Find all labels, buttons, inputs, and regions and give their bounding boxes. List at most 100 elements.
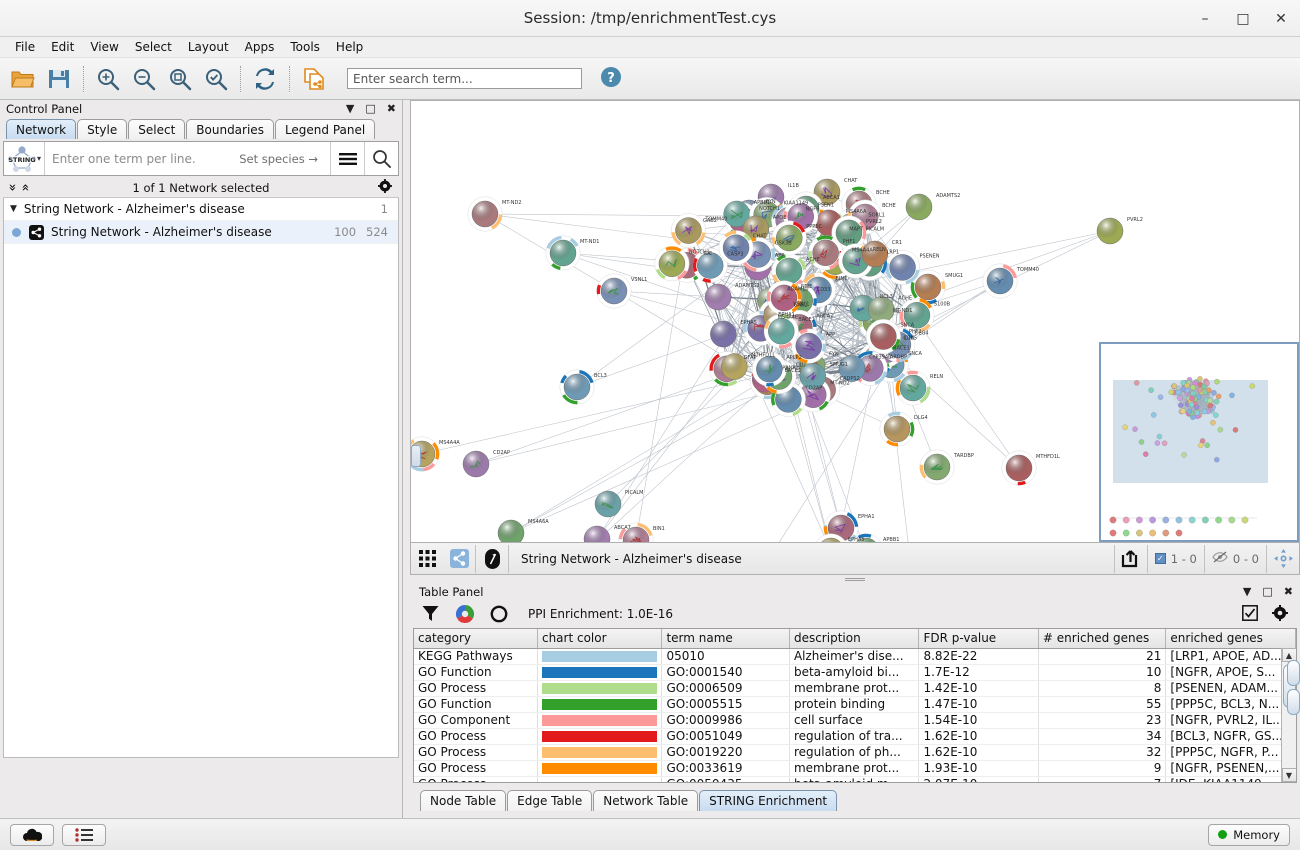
menu-apps[interactable]: Apps <box>244 40 275 54</box>
network-node[interactable] <box>497 519 525 542</box>
network-node[interactable] <box>885 249 920 285</box>
annotation-icon[interactable] <box>476 544 508 574</box>
control-panel-close-icon[interactable]: ✖ <box>386 102 396 115</box>
menu-tools[interactable]: Tools <box>290 40 320 54</box>
network-node[interactable] <box>654 246 690 282</box>
string-species-caret-icon[interactable]: ▾ <box>37 154 42 163</box>
tab-network-table[interactable]: Network Table <box>593 790 699 811</box>
open-folder-icon[interactable] <box>6 62 40 96</box>
column-header-enriched-genes[interactable]: enriched genes <box>1165 629 1296 649</box>
panel-splitter[interactable] <box>410 575 1300 583</box>
network-node[interactable] <box>808 235 844 271</box>
network-node[interactable] <box>462 450 490 478</box>
column-header-description[interactable]: description <box>789 629 920 649</box>
close-icon[interactable]: ✕ <box>1275 10 1287 27</box>
set-species-link[interactable]: Set species → <box>239 151 318 166</box>
scroll-down-arrow-icon[interactable]: ▼ <box>1281 768 1296 782</box>
network-node[interactable] <box>865 319 901 354</box>
tab-network[interactable]: Network <box>6 119 77 139</box>
network-node[interactable] <box>1001 450 1037 486</box>
string-query-input[interactable]: Enter one term per line. <box>52 151 196 166</box>
network-node[interactable] <box>559 369 595 405</box>
grid-layout-icon[interactable] <box>411 544 443 574</box>
network-node[interactable] <box>813 178 841 206</box>
network-node[interactable] <box>849 533 883 542</box>
gear-icon[interactable] <box>1272 604 1288 624</box>
menu-edit[interactable]: Edit <box>51 40 75 54</box>
menu-select[interactable]: Select <box>134 40 172 54</box>
memory-status[interactable]: Memory <box>1208 823 1290 846</box>
expander-icon[interactable]: ▼ <box>10 204 17 214</box>
share-network-icon[interactable] <box>297 62 331 96</box>
rail-thumb-lower[interactable] <box>1286 689 1300 715</box>
network-node[interactable] <box>814 533 848 542</box>
network-node[interactable] <box>467 196 503 232</box>
network-node[interactable] <box>1096 217 1124 245</box>
network-node[interactable] <box>919 449 955 485</box>
network-tree-root[interactable]: ▼ String Network - Alzheimer's disease 1 <box>4 198 398 221</box>
zoom-selected-icon[interactable] <box>199 62 233 96</box>
help-icon[interactable]: ? <box>600 66 622 91</box>
network-node[interactable] <box>879 411 915 447</box>
tab-legend-panel[interactable]: Legend Panel <box>274 119 376 139</box>
network-node[interactable] <box>545 235 581 271</box>
table-row[interactable]: GO Process GO:0019220 regulation of ph... 1… <box>414 744 1296 761</box>
tab-node-table[interactable]: Node Table <box>420 790 507 811</box>
network-node[interactable] <box>899 297 935 333</box>
network-node[interactable] <box>905 193 933 221</box>
network-node[interactable] <box>982 263 1018 299</box>
network-node[interactable] <box>618 522 654 542</box>
menu-layout[interactable]: Layout <box>187 40 229 54</box>
minimize-icon[interactable]: – <box>1201 10 1209 27</box>
table-panel-dropdown-icon[interactable]: ▼ <box>1242 585 1252 598</box>
network-node[interactable] <box>791 328 827 364</box>
table-row[interactable]: GO Process GO:0033619 membrane prot... 1.93… <box>414 760 1296 777</box>
table-panel-close-icon[interactable]: ✖ <box>1283 585 1293 598</box>
network-canvas[interactable]: MT-ND2 MT-ND1 VSNL1 CD2AP MS4A4A MS4A6A MS4A4E… <box>410 100 1300 543</box>
network-graph[interactable]: MT-ND2 MT-ND1 VSNL1 CD2AP MS4A4A MS4A6A MS4A4E… <box>411 101 1299 542</box>
network-node[interactable] <box>771 253 807 289</box>
search-input[interactable]: Enter search term... <box>347 68 582 89</box>
enrichment-table-wrapper[interactable]: category chart color term name descripti… <box>413 628 1297 783</box>
network-node[interactable] <box>838 355 866 382</box>
cloud-icon[interactable] <box>10 823 54 846</box>
save-icon[interactable] <box>42 62 76 96</box>
canvas-left-handle[interactable] <box>411 445 421 467</box>
hamburger-menu-icon[interactable] <box>331 142 364 175</box>
control-panel-dropdown-icon[interactable]: ▼ <box>345 102 355 115</box>
refresh-icon[interactable] <box>248 62 282 96</box>
network-node[interactable] <box>710 320 737 348</box>
network-node[interactable] <box>596 273 632 309</box>
fit-content-icon[interactable] <box>1267 544 1299 574</box>
network-node[interactable] <box>718 230 754 266</box>
expand-all-icon[interactable]: « <box>17 183 33 192</box>
network-node[interactable] <box>670 213 706 249</box>
side-rail-scrollbar[interactable] <box>1286 660 1300 720</box>
donut-ring-icon[interactable] <box>488 604 509 625</box>
control-panel-maximize-icon[interactable]: □ <box>365 102 376 115</box>
table-row[interactable]: GO Component GO:0009986 cell surface 1.54E-… <box>414 712 1296 729</box>
network-node[interactable] <box>723 200 750 228</box>
column-header-term-name[interactable]: term name <box>661 629 790 649</box>
network-node[interactable] <box>831 215 867 251</box>
tab-string-enrichment[interactable]: STRING Enrichment <box>699 790 838 811</box>
network-node[interactable] <box>868 296 895 323</box>
share-network-icon[interactable] <box>443 544 475 574</box>
rail-thumb-upper[interactable] <box>1286 660 1300 686</box>
network-node[interactable] <box>692 248 728 283</box>
table-row[interactable]: GO Function GO:0005515 protein binding 1.47… <box>414 696 1296 713</box>
zoom-out-icon[interactable] <box>127 62 161 96</box>
tab-style[interactable]: Style <box>77 119 128 139</box>
table-row[interactable]: GO Function GO:0001540 beta-amyloid bi... 1… <box>414 664 1296 681</box>
column-header-fdr-pvalue[interactable]: FDR p-value <box>918 629 1039 649</box>
checkbox-checked-icon[interactable] <box>1242 604 1258 624</box>
search-icon[interactable] <box>365 142 398 175</box>
column-header-chart-color[interactable]: chart color <box>537 629 663 649</box>
birds-eye-view[interactable] <box>1099 342 1299 542</box>
network-node[interactable] <box>766 280 802 316</box>
network-node[interactable] <box>799 362 827 390</box>
pie-chart-icon[interactable] <box>454 604 475 625</box>
network-node[interactable] <box>721 353 748 380</box>
zoom-fit-icon[interactable] <box>163 62 197 96</box>
tab-edge-table[interactable]: Edge Table <box>507 790 593 811</box>
